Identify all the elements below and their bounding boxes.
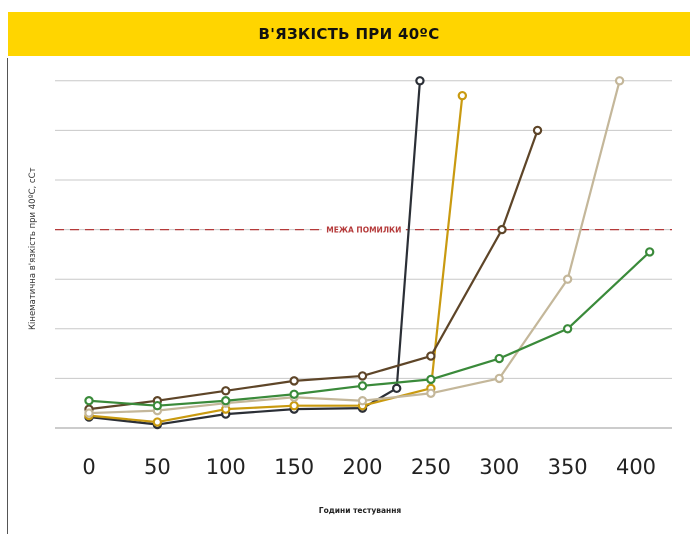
x-axis-label: Години тестування — [318, 506, 402, 515]
x-tick-label: 0 — [82, 455, 95, 479]
data-point — [614, 76, 625, 86]
data-point — [221, 396, 231, 406]
data-point — [84, 408, 94, 418]
title-bar: В'ЯЗКІСТЬ ПРИ 40ºC — [8, 12, 690, 56]
data-point — [221, 386, 231, 396]
data-point — [415, 76, 425, 86]
left-border-line — [7, 58, 8, 534]
x-tick-label: 50 — [144, 455, 171, 479]
error-limit-label: МЕЖА ПОМИЛКИ — [326, 226, 401, 235]
data-point — [84, 396, 94, 406]
data-point — [644, 247, 655, 257]
x-tick-label: 350 — [548, 455, 588, 479]
data-point — [289, 376, 299, 386]
data-point — [426, 374, 436, 385]
data-point — [357, 371, 368, 381]
data-point — [391, 383, 402, 394]
data-point — [152, 400, 163, 411]
chart-title: В'ЯЗКІСТЬ ПРИ 40ºC — [258, 25, 440, 43]
data-point — [497, 224, 507, 235]
data-point — [289, 400, 299, 411]
data-point — [357, 381, 368, 391]
data-point — [494, 373, 504, 384]
data-point — [532, 125, 543, 136]
data-point — [426, 388, 436, 398]
x-tick-label: 150 — [274, 455, 314, 479]
data-point — [494, 353, 504, 364]
x-tick-label: 250 — [411, 455, 451, 479]
x-tick-label: 200 — [342, 455, 382, 479]
x-tick-label: 400 — [616, 455, 656, 479]
data-point — [562, 324, 573, 334]
error-limit-label-bg — [321, 222, 406, 237]
x-tick-label: 100 — [206, 455, 246, 479]
data-point — [426, 351, 436, 361]
data-point — [357, 396, 368, 406]
data-point — [289, 389, 299, 399]
series-line — [88, 130, 539, 411]
x-tick-label: 300 — [479, 455, 519, 479]
data-point — [152, 417, 163, 427]
data-point — [562, 274, 573, 284]
data-point — [457, 90, 468, 101]
